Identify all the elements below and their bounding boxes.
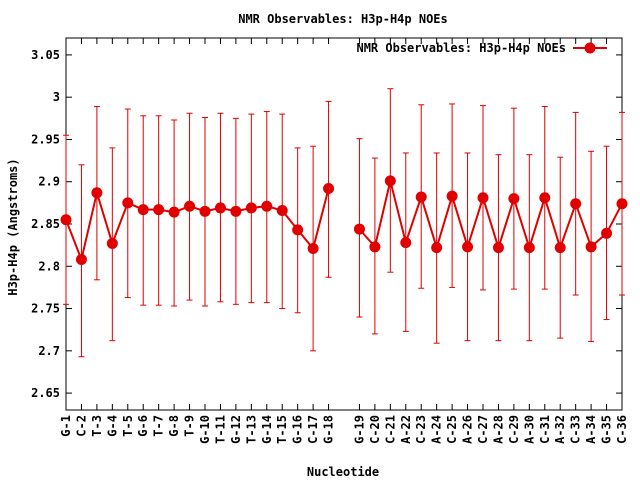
data-point	[554, 242, 566, 254]
x-tick-label: C-2	[74, 415, 88, 437]
data-point	[400, 237, 412, 249]
legend: NMR Observables: H3p-H4p NOEs	[356, 41, 607, 55]
x-tick-label: C-25	[445, 415, 459, 444]
y-tick-label: 3	[53, 90, 60, 104]
data-point	[492, 242, 504, 254]
x-tick-label: A-22	[399, 415, 413, 444]
x-tick-label: A-26	[461, 415, 475, 444]
legend-marker	[584, 42, 596, 54]
chart-title: NMR Observables: H3p-H4p NOEs	[238, 12, 448, 26]
x-tick-label: A-30	[522, 415, 536, 444]
x-tick-label: C-29	[507, 415, 521, 444]
y-tick-label: 2.85	[31, 217, 60, 231]
data-point	[230, 205, 242, 217]
x-tick-label: G-18	[322, 415, 336, 444]
data-point	[384, 175, 396, 187]
x-tick-label: T-3	[90, 415, 104, 437]
data-point	[415, 191, 427, 203]
x-tick-label: C-23	[414, 415, 428, 444]
x-tick-label: T-11	[213, 415, 227, 444]
data-point	[431, 242, 443, 254]
x-tick-label: T-7	[152, 415, 166, 437]
data-point	[539, 192, 551, 204]
y-tick-label: 2.95	[31, 132, 60, 146]
data-point	[462, 241, 474, 253]
data-point	[585, 241, 597, 253]
x-tick-label: C-33	[569, 415, 583, 444]
plot-area	[65, 37, 623, 411]
data-point	[122, 197, 134, 209]
data-point	[184, 200, 196, 212]
data-point	[75, 254, 87, 266]
series-layer	[60, 88, 628, 358]
x-tick-label: C-27	[476, 415, 490, 444]
y-tick-label: 2.8	[38, 259, 60, 273]
data-point	[137, 204, 149, 216]
x-tick-label: G-12	[229, 415, 243, 444]
y-tick-label: 2.75	[31, 302, 60, 316]
x-tick-label: T-5	[121, 415, 135, 437]
y-tick-label: 2.65	[31, 386, 60, 400]
x-tick-label: A-32	[553, 415, 567, 444]
data-point	[60, 214, 72, 226]
data-point	[106, 237, 118, 249]
data-point	[570, 198, 582, 210]
data-point	[153, 204, 165, 216]
data-point	[91, 187, 103, 199]
data-point	[261, 200, 273, 212]
data-point	[369, 241, 381, 253]
x-axis: G-1 C-2 T-3 G-4 T-5 G-6 T-7 G-8 T-9 G-10 T-11 G-12 T…	[59, 38, 629, 444]
data-point	[292, 224, 304, 236]
x-tick-label: G-19	[352, 415, 366, 444]
x-axis-label: Nucleotide	[307, 465, 379, 479]
x-tick-label: G-16	[291, 415, 305, 444]
data-point	[276, 204, 288, 216]
data-point	[199, 205, 211, 217]
data-point	[214, 202, 226, 214]
series-line	[65, 188, 330, 263]
x-tick-label: A-34	[584, 415, 598, 444]
data-point	[307, 243, 319, 255]
x-tick-label: T-13	[244, 415, 258, 444]
x-tick-label: G-6	[136, 415, 150, 437]
y-axis-label: H3p-H4p (Angstroms)	[6, 158, 20, 295]
data-point	[245, 202, 257, 214]
data-point	[446, 190, 458, 202]
x-tick-label: G-8	[167, 415, 181, 437]
x-tick-label: G-1	[59, 415, 73, 437]
data-point	[168, 206, 180, 218]
x-tick-label: C-31	[538, 415, 552, 444]
x-tick-label: G-4	[105, 415, 119, 437]
x-tick-label: T-15	[275, 415, 289, 444]
x-tick-label: A-28	[491, 415, 505, 444]
data-point	[523, 242, 535, 254]
legend-label: NMR Observables: H3p-H4p NOEs	[356, 41, 566, 55]
x-tick-label: C-20	[368, 415, 382, 444]
series-line	[358, 180, 623, 252]
data-point	[616, 198, 628, 210]
plot-border	[65, 37, 623, 411]
data-point	[508, 193, 520, 205]
x-tick-label: T-9	[183, 415, 197, 437]
data-point	[477, 192, 489, 204]
data-point	[601, 227, 613, 239]
y-axis: 2.65 2.7 2.75 2.8 2.85 2.9 2.95 3 3.05	[31, 48, 622, 400]
x-tick-label: C-36	[615, 415, 629, 444]
x-tick-label: G-14	[260, 415, 274, 444]
x-tick-label: A-24	[430, 415, 444, 444]
x-tick-label: G-35	[600, 415, 614, 444]
x-tick-label: C-17	[306, 415, 320, 444]
data-point	[353, 223, 365, 235]
y-tick-label: 3.05	[31, 48, 60, 62]
x-tick-label: C-21	[383, 415, 397, 444]
y-tick-label: 2.9	[38, 175, 60, 189]
x-tick-label: G-10	[198, 415, 212, 444]
data-point	[323, 182, 335, 194]
y-tick-label: 2.7	[38, 344, 60, 358]
